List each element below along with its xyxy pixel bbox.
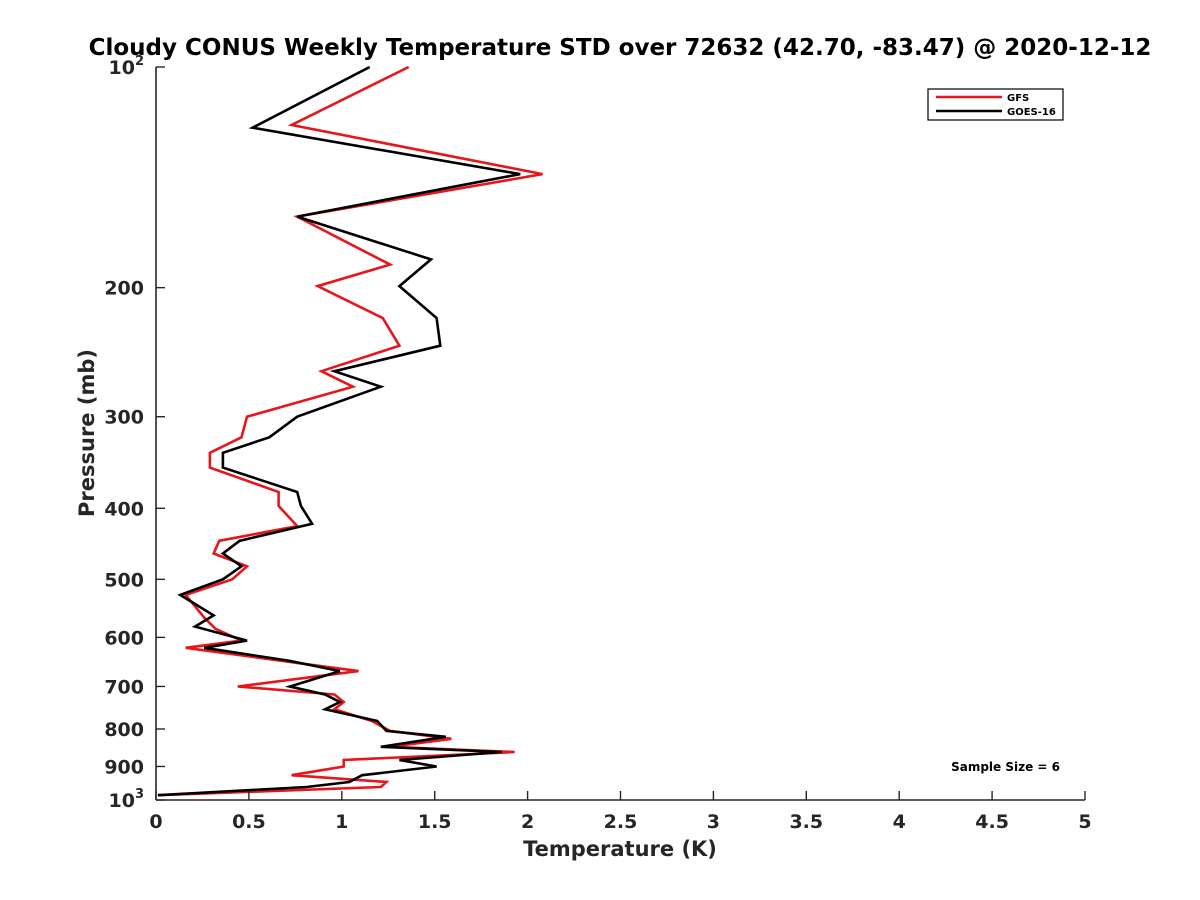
chart-title: Cloudy CONUS Weekly Temperature STD over… [89, 35, 1152, 61]
x-tick-label: 2 [521, 811, 534, 833]
x-tick-label: 5 [1078, 811, 1091, 833]
y-tick-label: 300 [104, 407, 144, 429]
y-tick-base: 10 [109, 790, 135, 812]
y-tick-label: 103 [109, 787, 145, 812]
y-tick-label: 400 [104, 498, 144, 520]
x-tick-label: 0.5 [232, 811, 266, 833]
x-axis-label: Temperature (K) [523, 837, 717, 861]
series-line-goes-16 [157, 65, 521, 797]
y-tick-label: 600 [104, 627, 144, 649]
sample-size-annotation: Sample Size = 6 [951, 760, 1060, 774]
y-tick-base: 10 [109, 57, 135, 79]
x-axis-ticks: 0 0.5 1 1.5 2 2.5 3 3.5 4 4.5 5 [149, 791, 1092, 833]
y-tick-exponent: 2 [135, 54, 144, 69]
legend-box [927, 88, 1064, 121]
x-tick-label: 1.5 [418, 811, 452, 833]
series-line-gfs [157, 65, 543, 797]
y-tick-label: 200 [104, 278, 144, 300]
x-tick-label: 4 [893, 811, 906, 833]
y-tick-label: 500 [104, 569, 144, 591]
x-tick-label: 3.5 [789, 811, 823, 833]
x-tick-label: 4.5 [975, 811, 1009, 833]
y-tick-label: 900 [104, 756, 144, 778]
y-tick-label: 102 [109, 54, 145, 79]
x-tick-label: 3 [707, 811, 720, 833]
y-tick-exponent: 3 [135, 787, 144, 802]
x-tick-label: 0 [149, 811, 162, 833]
series-layer [157, 65, 543, 797]
legend-label-gfs: GFS [1007, 93, 1029, 104]
y-axis-label: Pressure (mb) [75, 349, 99, 517]
x-tick-label: 2.5 [604, 811, 638, 833]
legend: GFS GOES-16 [927, 88, 1064, 121]
legend-label-goes16: GOES-16 [1007, 107, 1056, 118]
y-tick-label: 800 [104, 719, 144, 741]
y-tick-label: 700 [104, 676, 144, 698]
x-tick-label: 1 [335, 811, 348, 833]
